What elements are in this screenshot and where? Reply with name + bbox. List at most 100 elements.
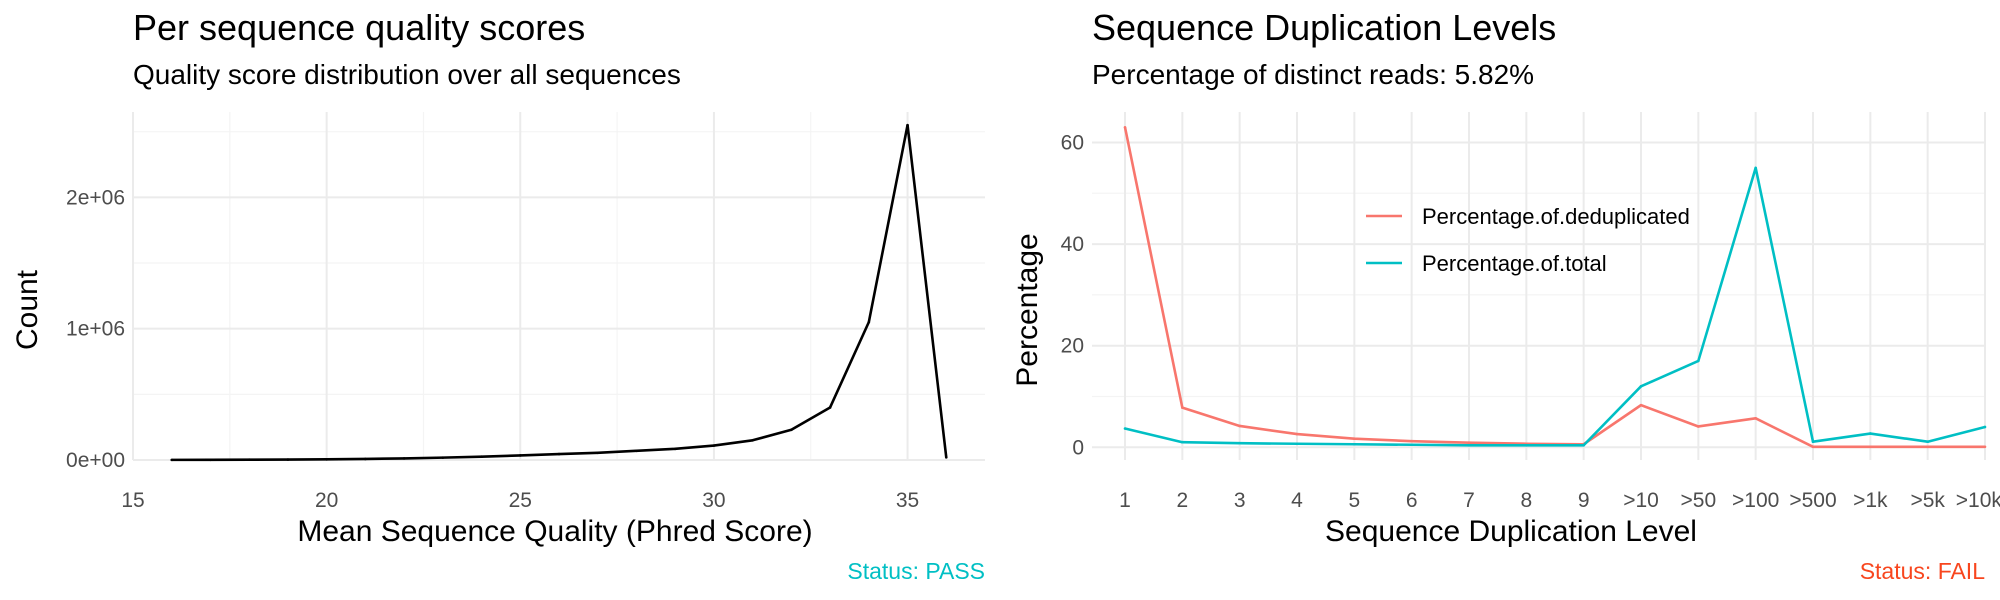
status-label: Status: PASS bbox=[847, 558, 985, 584]
y-tick-labels: 0e+00 1e+06 2e+06 bbox=[66, 186, 125, 472]
data-point bbox=[1124, 126, 1127, 129]
x-tick-label: 8 bbox=[1520, 489, 1532, 512]
data-point bbox=[1410, 443, 1413, 446]
data-point bbox=[519, 454, 522, 457]
y-tick-label: 60 bbox=[1061, 131, 1084, 154]
data-point bbox=[558, 453, 561, 456]
data-point bbox=[209, 459, 212, 462]
x-tick-label: >10 bbox=[1623, 489, 1659, 512]
data-point bbox=[1697, 360, 1700, 363]
x-tick-label: 3 bbox=[1234, 489, 1246, 512]
x-tick-labels: 1 2 3 4 5 6 7 8 9 >10 >50 >100 >500 >1k >5k >10k+ bbox=[1119, 489, 2000, 512]
legend-label: Percentage.of.total bbox=[1422, 251, 1607, 276]
x-tick-label: 9 bbox=[1578, 489, 1590, 512]
data-point bbox=[480, 455, 483, 458]
data-point bbox=[829, 406, 832, 409]
data-point bbox=[325, 458, 328, 461]
x-axis-label: Mean Sequence Quality (Phred Score) bbox=[297, 515, 812, 548]
data-point bbox=[1926, 445, 1929, 448]
x-tick-label: 1 bbox=[1119, 489, 1131, 512]
data-point bbox=[1640, 404, 1643, 407]
chart-subtitle: Percentage of distinct reads: 5.82% bbox=[1092, 59, 1534, 90]
data-point bbox=[170, 459, 173, 462]
data-point bbox=[287, 458, 290, 461]
x-tick-label: 30 bbox=[702, 489, 725, 512]
x-tick-labels: 15 20 25 30 35 bbox=[121, 489, 919, 512]
x-tick-label: 4 bbox=[1291, 489, 1303, 512]
y-tick-label: 0e+00 bbox=[66, 449, 125, 472]
data-point bbox=[1812, 440, 1815, 443]
x-tick-label: >100 bbox=[1732, 489, 1779, 512]
y-tick-label: 1e+06 bbox=[66, 318, 125, 341]
series-lines bbox=[170, 124, 947, 461]
data-point bbox=[906, 124, 909, 127]
x-tick-label: >10k+ bbox=[1956, 489, 2000, 512]
grid-lines bbox=[1092, 112, 1985, 460]
x-tick-label: >5k bbox=[1910, 489, 1945, 512]
data-point bbox=[1181, 406, 1184, 409]
x-tick-label: 20 bbox=[315, 489, 338, 512]
x-tick-label: 7 bbox=[1463, 489, 1475, 512]
x-tick-label: >1k bbox=[1853, 489, 1888, 512]
quality-scores-chart: Per sequence quality scores Quality scor… bbox=[11, 7, 985, 584]
x-tick-label: 2 bbox=[1176, 489, 1188, 512]
y-tick-labels: 0 20 40 60 bbox=[1061, 131, 1084, 459]
data-point bbox=[1181, 441, 1184, 444]
duplication-levels-chart: Sequence Duplication Levels Percentage o… bbox=[1011, 7, 2000, 584]
data-point bbox=[1869, 445, 1872, 448]
data-point bbox=[1754, 167, 1757, 170]
y-tick-label: 40 bbox=[1061, 233, 1084, 256]
data-point bbox=[1869, 432, 1872, 435]
data-point bbox=[1984, 445, 1987, 448]
data-point bbox=[1984, 426, 1987, 429]
data-point bbox=[1410, 440, 1413, 443]
data-point bbox=[403, 457, 406, 460]
y-axis-label: Percentage bbox=[1011, 233, 1044, 386]
data-point bbox=[1812, 445, 1815, 448]
data-point bbox=[635, 450, 638, 453]
data-point bbox=[1640, 385, 1643, 388]
data-point bbox=[1296, 442, 1299, 445]
data-point bbox=[248, 458, 251, 461]
data-point bbox=[790, 428, 793, 431]
series-lines bbox=[1124, 126, 1987, 448]
x-tick-label: >50 bbox=[1681, 489, 1717, 512]
y-tick-label: 20 bbox=[1061, 335, 1084, 358]
data-point bbox=[1468, 444, 1471, 447]
data-point bbox=[1353, 437, 1356, 440]
grid-lines bbox=[133, 112, 985, 460]
data-point bbox=[1296, 433, 1299, 436]
y-tick-label: 2e+06 bbox=[66, 186, 125, 209]
status-label: Status: FAIL bbox=[1860, 558, 1985, 584]
data-point bbox=[1124, 427, 1127, 430]
series-line bbox=[172, 125, 947, 460]
data-point bbox=[713, 444, 716, 447]
data-point bbox=[364, 458, 367, 461]
y-axis-label: Count bbox=[11, 269, 44, 350]
data-point bbox=[1697, 425, 1700, 428]
data-point bbox=[596, 451, 599, 454]
y-tick-label: 0 bbox=[1072, 436, 1084, 459]
data-point bbox=[1353, 443, 1356, 446]
data-point bbox=[1582, 444, 1585, 447]
x-tick-label: 15 bbox=[121, 489, 144, 512]
x-tick-label: 5 bbox=[1348, 489, 1360, 512]
data-point bbox=[868, 321, 871, 324]
chart-title: Per sequence quality scores bbox=[133, 7, 585, 48]
data-point bbox=[1468, 441, 1471, 444]
data-point bbox=[1238, 442, 1241, 445]
x-tick-label: 6 bbox=[1406, 489, 1418, 512]
data-point bbox=[674, 448, 677, 451]
data-point bbox=[1926, 440, 1929, 443]
chart-title: Sequence Duplication Levels bbox=[1092, 7, 1556, 48]
data-point bbox=[945, 456, 948, 459]
data-point bbox=[1525, 444, 1528, 447]
chart-subtitle: Quality score distribution over all sequ… bbox=[133, 59, 681, 90]
data-point bbox=[751, 439, 754, 442]
x-axis-label: Sequence Duplication Level bbox=[1325, 515, 1697, 548]
x-tick-label: 35 bbox=[896, 489, 919, 512]
data-point bbox=[1238, 425, 1241, 428]
data-point bbox=[1754, 417, 1757, 420]
series-line bbox=[1125, 127, 1985, 447]
